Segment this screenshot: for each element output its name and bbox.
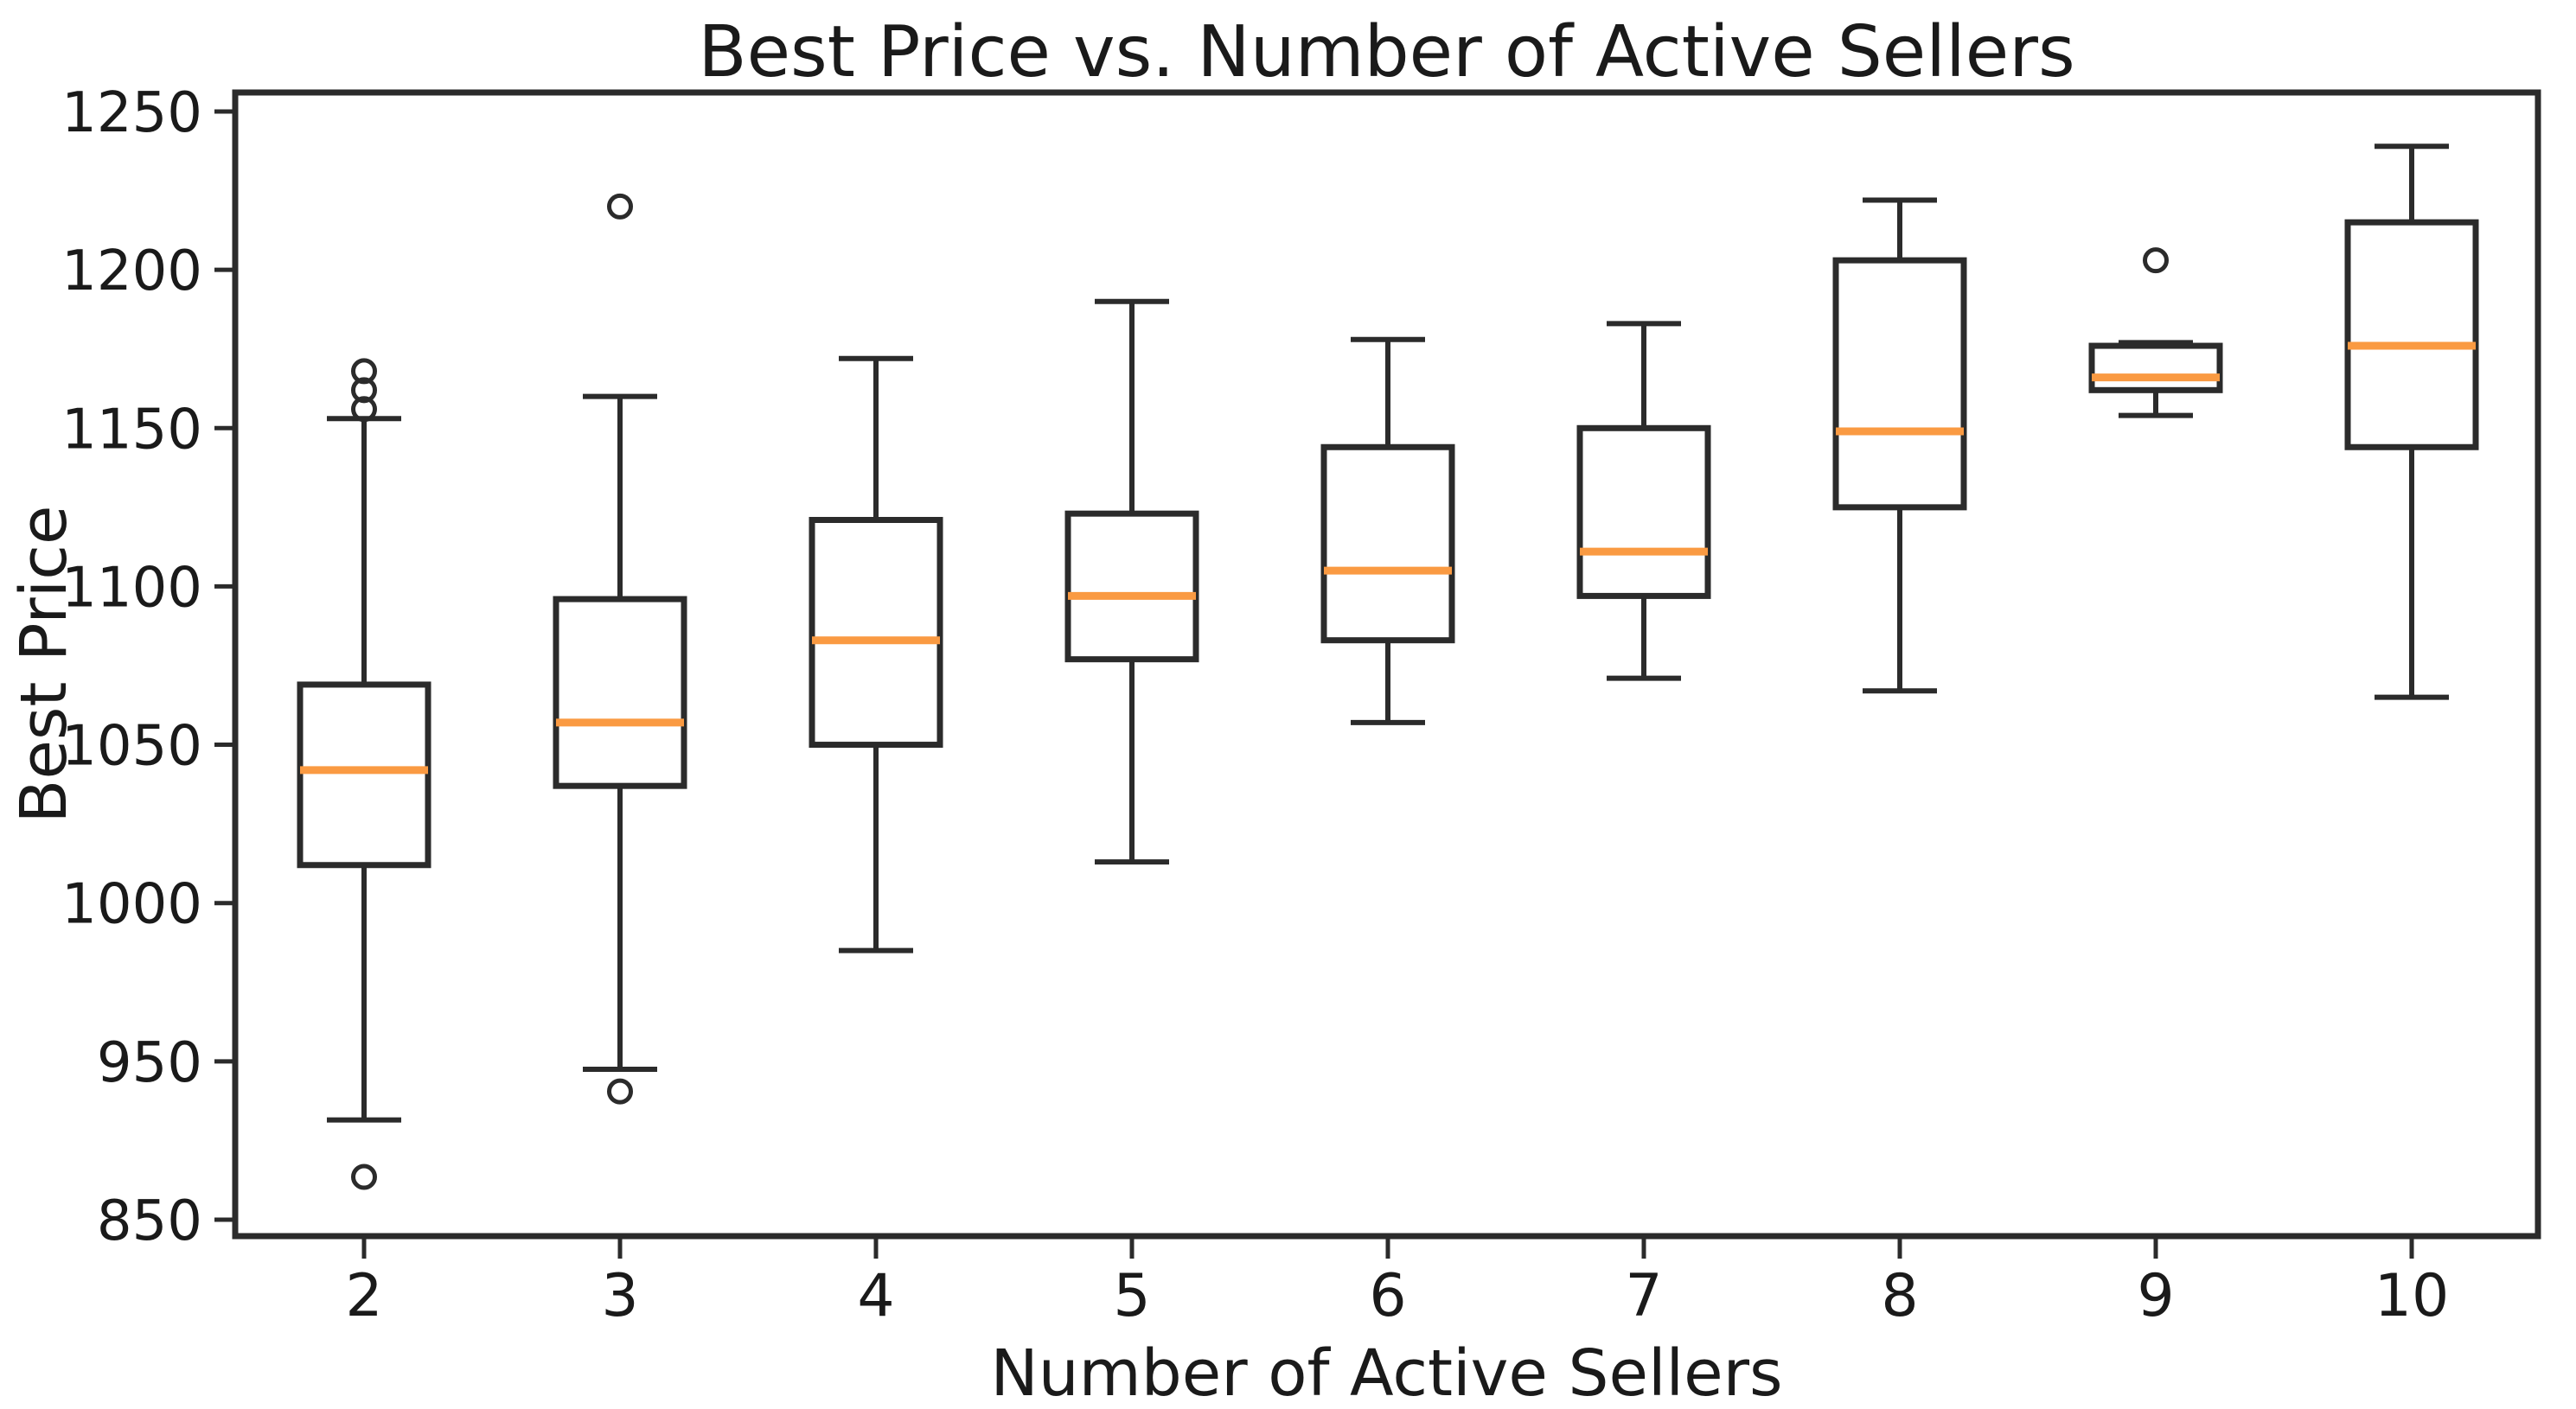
x-tick-label: 2 [345, 1262, 382, 1330]
box-group-4 [809, 355, 943, 953]
box-rect [297, 681, 431, 869]
box-rect [1832, 257, 1967, 511]
y-tick-label: 1150 [61, 398, 202, 462]
box-rect [1576, 424, 1711, 599]
x-tick-label: 9 [2137, 1262, 2174, 1330]
box-rect [553, 596, 687, 789]
y-tick-label: 1100 [61, 556, 202, 620]
outlier-point [351, 377, 377, 404]
outlier-point [2143, 247, 2169, 274]
box-rect [2344, 219, 2479, 450]
x-axis-label: Number of Active Sellers [990, 1336, 1782, 1409]
x-tick-label: 3 [601, 1262, 638, 1330]
box-group-8 [1832, 197, 1967, 694]
outlier-point [351, 358, 377, 385]
y-tick-label: 1250 [61, 81, 202, 145]
y-axis-label: Best Price [7, 506, 81, 824]
box-rect [2088, 342, 2223, 393]
y-tick-label: 950 [97, 1031, 202, 1095]
x-tick-label: 6 [1369, 1262, 1406, 1330]
box-rect [1064, 510, 1199, 663]
box-group-2 [297, 358, 431, 1190]
box-rect [1320, 443, 1455, 644]
y-tick-label: 1050 [61, 715, 202, 779]
x-tick-label: 8 [1881, 1262, 1918, 1330]
y-tick-label: 1200 [61, 239, 202, 303]
box-group-7 [1576, 321, 1711, 681]
y-tick-label: 1000 [61, 873, 202, 937]
outlier-point [351, 396, 377, 423]
box-group-5 [1064, 298, 1199, 865]
outlier-point [351, 1164, 377, 1190]
x-tick-label: 5 [1113, 1262, 1150, 1330]
box-group-10 [2344, 143, 2479, 700]
box-group-6 [1320, 336, 1455, 725]
x-tick-label: 10 [2375, 1262, 2450, 1330]
outlier-point [607, 1078, 633, 1105]
box-rect [809, 517, 943, 749]
x-tick-label: 7 [1625, 1262, 1662, 1330]
y-tick-label: 850 [97, 1189, 202, 1253]
box-group-3 [553, 193, 687, 1105]
chart-title: Best Price vs. Number of Active Sellers [698, 11, 2074, 93]
outlier-point [607, 193, 633, 220]
box-group-9 [2088, 247, 2223, 418]
x-tick-label: 4 [857, 1262, 894, 1330]
